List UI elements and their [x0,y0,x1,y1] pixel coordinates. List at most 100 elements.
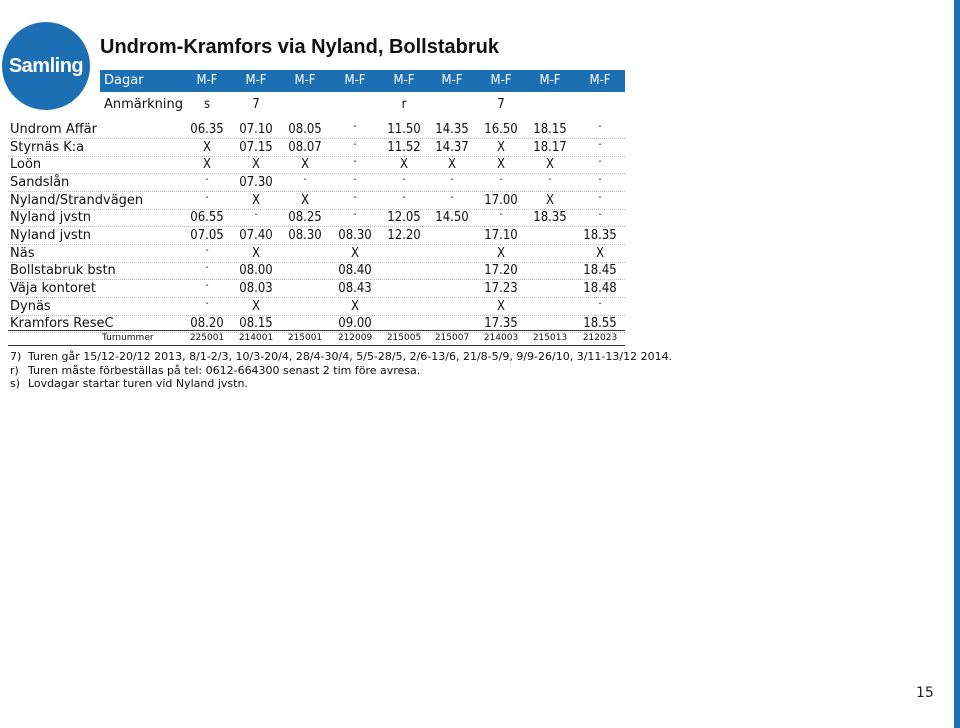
day-cell: M-F [344,73,366,88]
turnummer-cell: 215001 [287,333,323,343]
time-cell: - [598,209,602,221]
time-cell: - [353,156,357,168]
time-cell: - [499,173,503,185]
time-cell: X [496,245,506,261]
time-cell: 08.30 [338,227,372,243]
time-cell: 18.55 [583,316,617,332]
time-cell: 08.15 [239,316,273,332]
time-cell: - [353,121,357,132]
turnummer-cell: 212023 [582,333,618,343]
day-cell: M-F [539,73,561,88]
day-cell: M-F [393,73,415,88]
time-cell: 17.35 [484,316,518,332]
stop-name: Kramfors ReseC [10,316,114,332]
time-cell: - [548,173,552,185]
time-cell: - [353,209,357,221]
footnote-key: s) [10,377,21,390]
days-label: Dagar [104,73,144,88]
time-cell: - [598,297,602,309]
time-cell: X [251,192,261,208]
row-divider [8,155,625,157]
time-cell: 18.45 [583,263,617,279]
time-cell: - [598,191,602,203]
time-cell: 11.50 [387,122,421,137]
time-cell: 14.35 [435,122,469,137]
time-cell: X [251,157,261,173]
time-cell: - [353,173,357,185]
right-edge-bar [954,0,960,728]
time-cell: 18.15 [533,122,567,137]
time-cell: 12.20 [387,227,421,243]
time-cell: 09.00 [338,316,372,332]
stop-name: Nyland/Strandvägen [10,192,144,208]
time-cell: 08.25 [288,210,322,226]
footnote: 7) Turen går 15/12-20/12 2013, 8/1-2/3, 1… [10,350,672,364]
stop-name: Nyland jvstn [10,210,92,226]
turnummer-cell: 225001 [189,333,225,343]
time-cell: X [300,157,310,173]
stop-name: Dynäs [10,298,51,314]
time-cell: 18.48 [583,280,617,296]
time-cell: - [205,244,209,256]
time-cell: - [205,173,209,185]
row-divider [8,190,625,192]
time-cell: X [202,139,212,155]
time-cell: X [496,298,506,314]
time-cell: - [353,138,357,150]
time-cell: 08.05 [288,122,322,137]
time-cell: - [205,279,209,291]
time-cell: X [202,157,212,173]
page-title: Undrom-Kramfors via Nyland, Bollstabruk [100,36,499,58]
time-cell: 06.35 [190,122,224,137]
turnummer-cell: 214001 [238,333,274,343]
time-cell: - [598,138,602,150]
time-cell: - [402,173,406,185]
time-cell: 08.30 [288,227,322,243]
time-cell: X [545,157,555,173]
time-cell: 07.10 [239,122,273,137]
turnummer-cell: 212009 [337,333,373,343]
stop-name: Undrom Affär [10,122,97,137]
time-cell: 17.20 [484,263,518,279]
time-cell: X [545,192,555,208]
row-divider [8,296,625,298]
time-cell: 12.05 [387,210,421,226]
time-cell: - [598,173,602,185]
time-cell: 18.35 [533,210,567,226]
time-cell: X [350,298,360,314]
time-cell: 16.50 [484,122,518,137]
stop-name: Styrnäs K:a [10,139,85,155]
row-divider [8,332,625,334]
time-cell: 07.05 [190,227,224,243]
turnummer-cell: 214003 [483,333,519,343]
time-cell: X [399,157,409,173]
row-divider [8,138,625,139]
remark-cell: 7 [497,97,505,112]
time-cell: 06.55 [190,210,224,226]
turnummer-cell: 215013 [532,333,568,343]
time-cell: 07.40 [239,227,273,243]
time-cell: 14.50 [435,210,469,226]
time-cell: X [300,192,310,208]
samling-badge: Samling [2,22,90,110]
time-cell: - [205,191,209,203]
row-divider [8,208,625,210]
turnummer-cell: 215007 [434,333,470,343]
time-cell: 11.52 [387,139,421,155]
time-cell: - [205,262,209,274]
footnote-text: Turen måste förbeställas på tel: 0612-66… [28,363,421,377]
time-cell: 18.17 [533,139,567,155]
stop-name: Loön [10,157,42,173]
turnummer-top-line [8,330,625,331]
turnummer-label: Turnummer [102,333,154,343]
time-cell: - [303,173,307,185]
footnote-key: 7) [10,350,22,363]
time-cell: X [350,245,360,261]
turnummer-cell: 215005 [386,333,422,343]
time-cell: 08.00 [239,263,273,279]
time-cell: 18.35 [583,227,617,243]
time-cell: 08.43 [338,280,372,296]
stop-name: Nyland jvstn [10,227,92,243]
day-cell: M-F [294,73,316,88]
footnote: r) Turen måste förbeställas på tel: 0612-… [10,364,672,378]
